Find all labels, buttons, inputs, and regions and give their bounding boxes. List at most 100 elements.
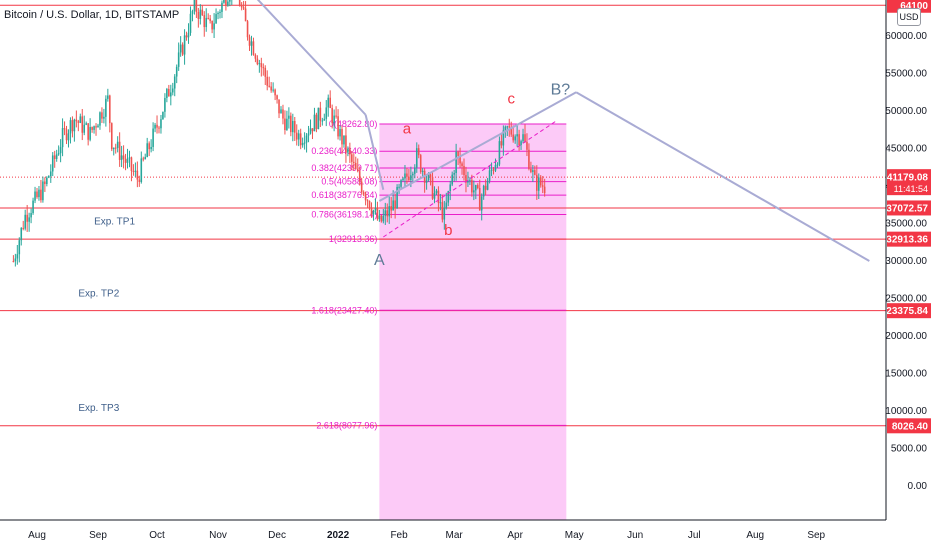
candle-body [132, 171, 135, 173]
candle-body [199, 9, 202, 19]
candle-body [382, 215, 385, 222]
candle-body [528, 149, 530, 169]
candle-body [374, 208, 377, 211]
fib-level-label: 0.786(36198.14) [311, 210, 377, 220]
price-axis[interactable]: 0.00 5000.00 10000.00 15000.00 20000.00 25000… [885, 0, 931, 520]
candle-body [398, 186, 400, 188]
candle-body [417, 148, 420, 156]
time-tick-label: Nov [209, 530, 227, 541]
candle-body [384, 210, 387, 216]
price-tick-label: 35000.00 [885, 219, 927, 230]
candle-body [518, 134, 520, 145]
candle-body [522, 134, 524, 142]
time-axis[interactable]: Aug Sep Oct Nov Dec 2022 Feb Mar Apr May Jun Jul Aug… [0, 519, 886, 541]
last-price-tag[interactable] [887, 169, 931, 196]
candle-body [335, 115, 337, 117]
trendline[interactable] [364, 114, 385, 190]
trendline[interactable] [378, 91, 577, 202]
candles-layer [12, 0, 546, 267]
candle-body [295, 132, 298, 140]
currency-button[interactable]: USD [897, 8, 921, 26]
candle-body [225, 0, 227, 6]
candle-body [71, 120, 74, 132]
candle-body [376, 208, 379, 220]
candle-body [164, 97, 166, 112]
candle-body [396, 186, 398, 209]
candle-body [392, 200, 394, 211]
candle-body [286, 118, 288, 131]
candle-body [256, 58, 259, 65]
candle-body [254, 54, 257, 59]
candle-body [270, 86, 272, 91]
fib-level-label: 0.5(40588.08) [321, 177, 377, 187]
candle-body [150, 146, 152, 150]
candle-body [378, 215, 381, 220]
price-tick-label: 55000.00 [885, 69, 927, 80]
price-level-tag[interactable] [887, 303, 931, 319]
annotations-layer: a b c A B? Exp. TP1 Exp. TP2 Exp. TP3 [78, 82, 570, 415]
price-level-tag-text: 64100 [900, 1, 928, 12]
price-level-tag[interactable] [887, 200, 931, 216]
trendline[interactable] [575, 91, 870, 262]
candle-body [126, 158, 129, 163]
candle-body [333, 115, 335, 124]
candle-body [14, 258, 17, 262]
candle-body [486, 180, 489, 190]
candle-body [449, 184, 452, 192]
candle-body [83, 124, 86, 133]
candle-body [223, 0, 225, 3]
candle-body [179, 44, 182, 53]
candle-body [368, 201, 371, 209]
price-tick-label: 50000.00 [885, 106, 927, 117]
price-tick-label: 20000.00 [885, 331, 927, 342]
candle-body [451, 174, 453, 185]
candle-body [122, 155, 125, 160]
candle-body [36, 191, 38, 198]
candle-body [170, 92, 172, 97]
candle-body [197, 12, 200, 19]
price-tick-label: 45000.00 [885, 144, 927, 155]
last-price-text: 41179.08 [887, 173, 929, 184]
candle-body [445, 202, 448, 208]
candle-body [502, 130, 505, 146]
candle-body [238, 0, 241, 6]
candle-body [69, 120, 72, 134]
candle-body [439, 202, 442, 204]
price-level-tag[interactable] [887, 418, 931, 434]
candle-body [366, 200, 369, 202]
candle-body [217, 12, 219, 15]
price-level-tag-text: 8026.40 [892, 421, 929, 432]
candle-body [250, 41, 253, 46]
candle-body [162, 111, 164, 120]
candle-body [469, 179, 471, 181]
time-tick-label: Oct [149, 530, 165, 541]
wave-label: a [403, 121, 412, 138]
candle-body [28, 217, 30, 222]
candle-body [476, 185, 479, 188]
trendline[interactable] [236, 0, 367, 116]
candle-body [91, 127, 93, 130]
candle-body [154, 124, 156, 129]
candle-body [103, 116, 105, 119]
candle-body [329, 97, 331, 108]
candle-body [447, 191, 450, 203]
candle-body [156, 124, 158, 128]
candle-body [323, 118, 326, 121]
candle-body [331, 107, 333, 124]
candle-body [16, 254, 19, 259]
candle-body [142, 158, 145, 160]
candle-body [364, 194, 367, 201]
price-level-tag[interactable] [887, 231, 931, 247]
candle-body [246, 21, 249, 38]
candle-body [539, 177, 542, 186]
candle-body [110, 123, 113, 150]
fib-level-label: 1.618(23427.40) [311, 305, 377, 315]
candle-body [437, 190, 440, 203]
candle-body [97, 125, 99, 128]
candle-body [504, 126, 507, 131]
candle-body [461, 163, 463, 166]
candle-body [201, 9, 204, 16]
candle-body [284, 118, 286, 131]
candle-body [262, 67, 265, 69]
